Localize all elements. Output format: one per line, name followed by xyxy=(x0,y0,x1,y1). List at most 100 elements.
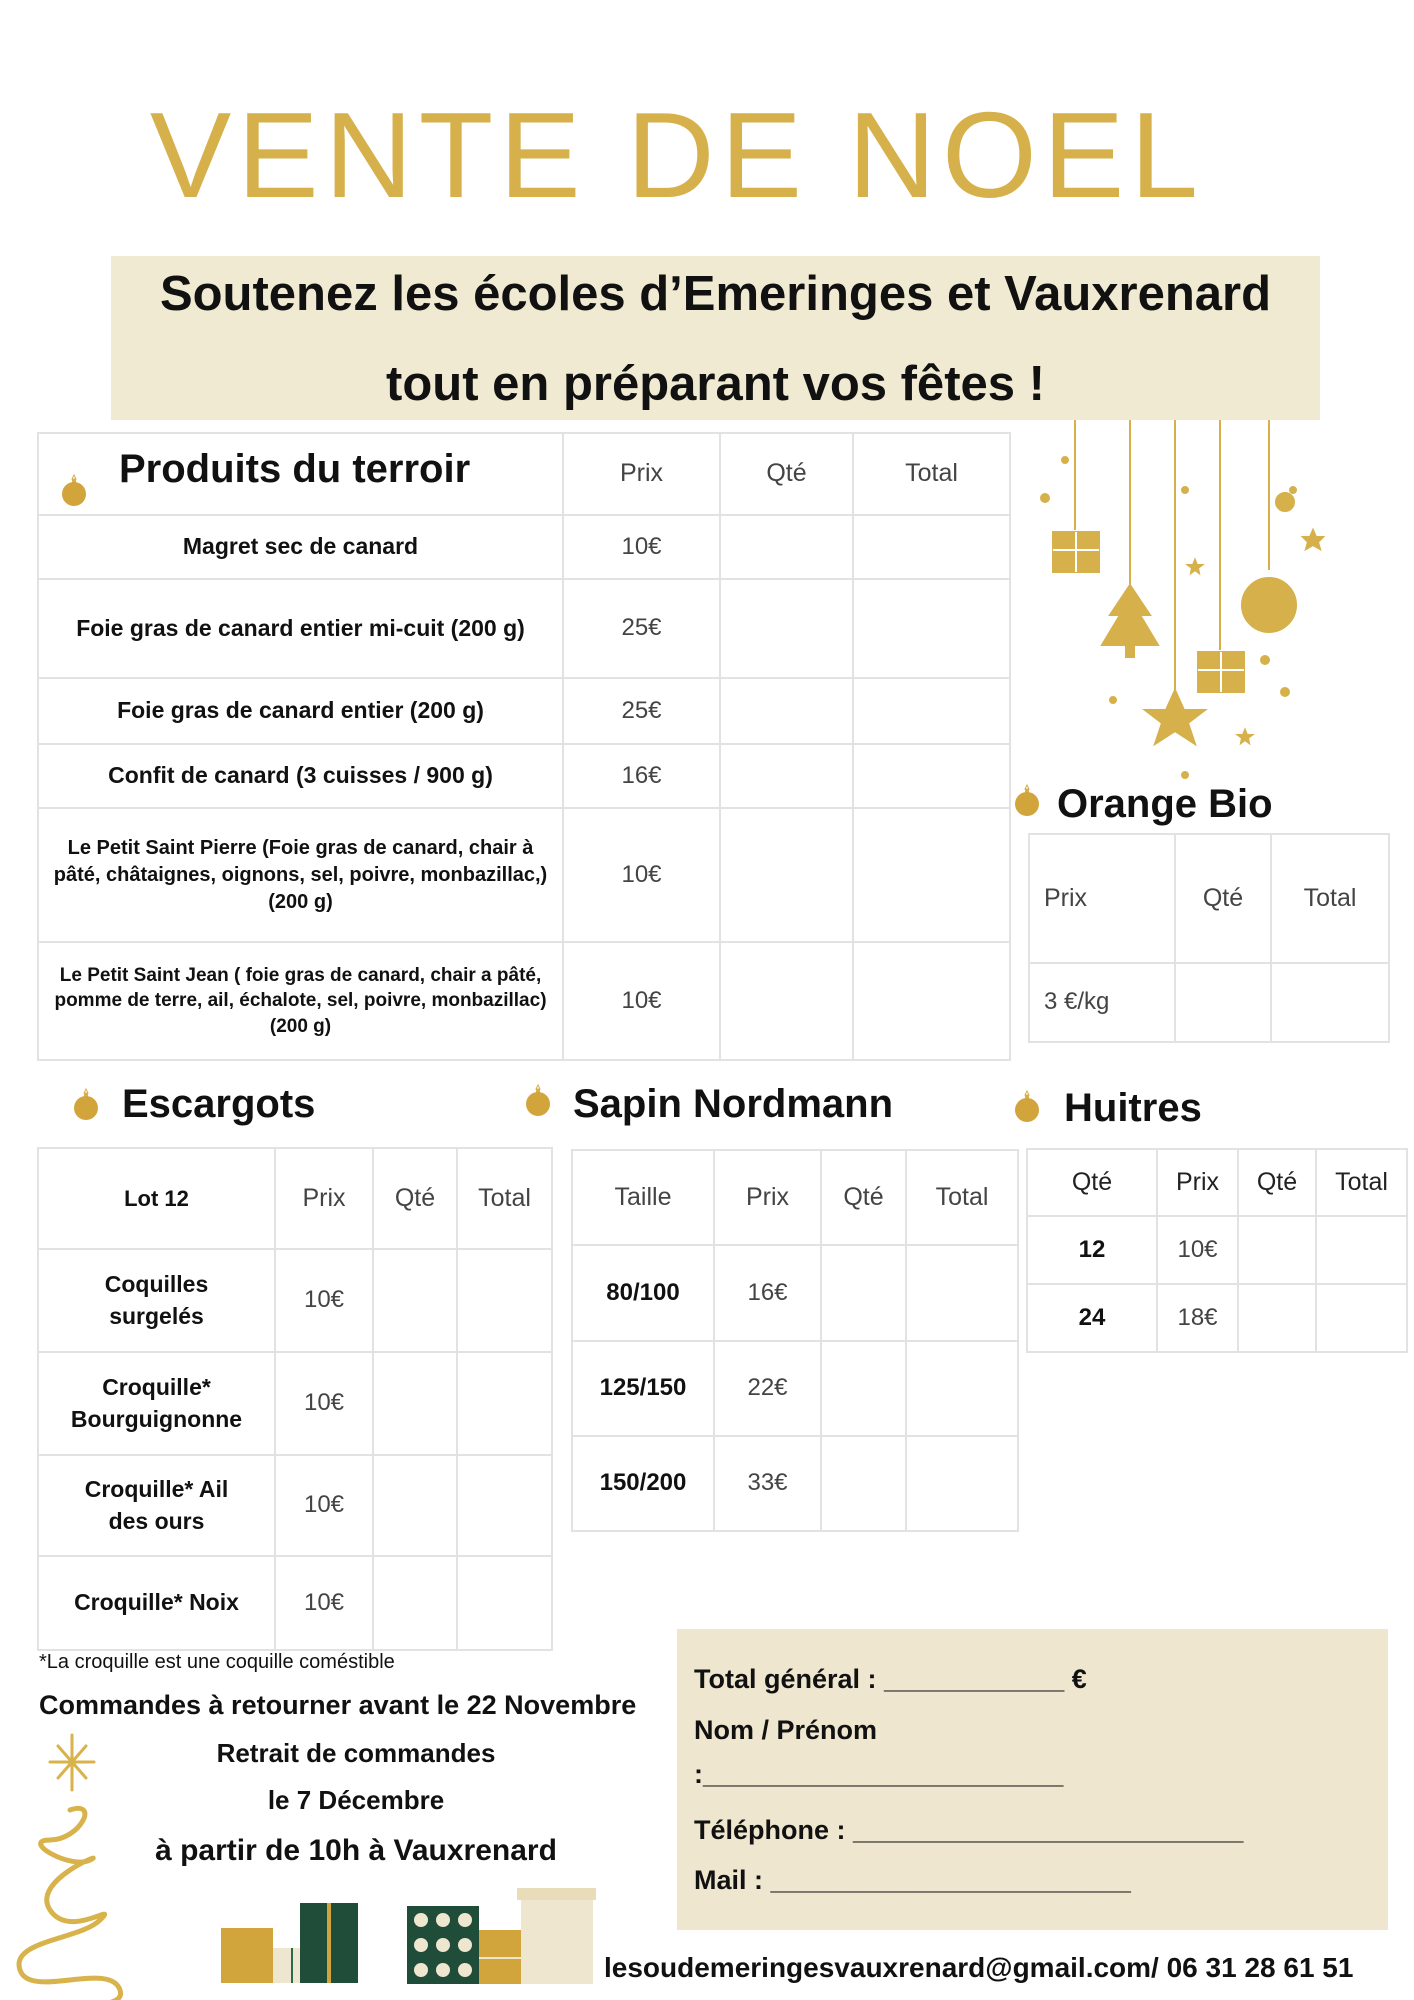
qty-cell[interactable] xyxy=(372,1351,458,1456)
qty-cell[interactable] xyxy=(372,1454,458,1557)
table-row: Magret sec de canard 10€ xyxy=(37,514,1011,580)
banner-line-1: Soutenez les écoles d’Emeringes et Vauxr… xyxy=(159,267,1272,321)
total-cell[interactable] xyxy=(852,941,1011,1061)
terroir-heading-cell: Produits du terroir xyxy=(37,432,564,516)
sapin-price: 16€ xyxy=(713,1244,822,1342)
product-price: 16€ xyxy=(562,743,721,809)
hanging-ornaments-decoration xyxy=(1040,420,1325,779)
total-general-field[interactable]: Total général : ____________ € xyxy=(694,1664,1087,1694)
terroir-table: Produits du terroir Prix Qté Total Magre… xyxy=(37,432,1011,1061)
table-row: Foie gras de canard entier mi-cuit (200 … xyxy=(37,578,1011,679)
gifts-decoration xyxy=(221,1888,596,1984)
escargots-heading: Escargots xyxy=(122,1082,316,1126)
col-total: Total xyxy=(852,432,1011,516)
col-total: Total xyxy=(1315,1148,1408,1217)
ornament-icon xyxy=(523,1084,553,1116)
qty-cell[interactable] xyxy=(820,1340,907,1437)
huitres-table: Qté Prix Qté Total 12 10€ 24 18€ xyxy=(1026,1148,1408,1353)
qty-cell[interactable] xyxy=(719,807,854,943)
qty-cell[interactable] xyxy=(1237,1215,1317,1285)
col-prix: Prix xyxy=(713,1149,822,1246)
qty-cell[interactable] xyxy=(820,1244,907,1342)
total-cell[interactable] xyxy=(1315,1283,1408,1353)
qty-cell[interactable] xyxy=(719,677,854,745)
col-prix: Prix xyxy=(1156,1148,1239,1217)
qty-cell[interactable] xyxy=(719,743,854,809)
table-row: Croquille* Bourguignonne 10€ xyxy=(37,1351,553,1456)
col-qte: Qté xyxy=(719,432,854,516)
qty-cell[interactable] xyxy=(719,941,854,1061)
table-row: Le Petit Saint Jean ( foie gras de canar… xyxy=(37,941,1011,1061)
total-cell[interactable] xyxy=(852,514,1011,580)
col-qte-lot: Qté xyxy=(1026,1148,1158,1217)
col-qte: Qté xyxy=(1174,833,1272,964)
product-price: 10€ xyxy=(274,1351,374,1456)
total-cell[interactable] xyxy=(456,1555,553,1651)
product-name: Croquille* Noix xyxy=(37,1555,276,1651)
col-total: Total xyxy=(456,1147,553,1250)
qty-cell[interactable] xyxy=(719,514,854,580)
mail-field[interactable]: Mail : ________________________ xyxy=(694,1865,1131,1895)
product-name: Foie gras de canard entier mi-cuit (200 … xyxy=(37,578,564,679)
total-cell[interactable] xyxy=(852,743,1011,809)
name-label: Nom / Prénom xyxy=(694,1715,878,1745)
sapin-price: 22€ xyxy=(713,1340,822,1437)
product-name: Confit de canard (3 cuisses / 900 g) xyxy=(37,743,564,809)
total-cell[interactable] xyxy=(852,578,1011,679)
col-qte: Qté xyxy=(820,1149,907,1246)
total-cell[interactable] xyxy=(456,1351,553,1456)
total-cell[interactable] xyxy=(905,1244,1019,1342)
product-price: 25€ xyxy=(562,677,721,745)
terroir-heading: Produits du terroir xyxy=(119,447,471,491)
total-cell[interactable] xyxy=(852,807,1011,943)
name-field[interactable]: :________________________ xyxy=(694,1759,1064,1789)
table-row: Coquilles surgelés 10€ xyxy=(37,1248,553,1353)
phone-field[interactable]: Téléphone : __________________________ xyxy=(694,1815,1244,1845)
total-cell[interactable] xyxy=(456,1454,553,1557)
table-row: Croquille* Ail des ours 10€ xyxy=(37,1454,553,1557)
qty-cell[interactable] xyxy=(1237,1283,1317,1353)
ornament-icon xyxy=(1012,1090,1042,1122)
qty-cell[interactable] xyxy=(820,1435,907,1532)
huitres-heading: Huitres xyxy=(1064,1086,1202,1130)
total-cell[interactable] xyxy=(456,1248,553,1353)
col-prix: Prix xyxy=(274,1147,374,1250)
qty-cell[interactable] xyxy=(372,1248,458,1353)
ornament-icon xyxy=(1012,784,1042,816)
qty-cell[interactable] xyxy=(719,578,854,679)
product-name: Le Petit Saint Pierre (Foie gras de cana… xyxy=(37,807,564,943)
sapin-size: 125/150 xyxy=(571,1340,715,1437)
product-name: Le Petit Saint Jean ( foie gras de canar… xyxy=(37,941,564,1061)
product-price: 10€ xyxy=(562,514,721,580)
sapin-price: 33€ xyxy=(713,1435,822,1532)
total-cell[interactable] xyxy=(1270,962,1390,1043)
pickup-line-1: Retrait de commandes xyxy=(216,1738,496,1768)
sapin-size: 80/100 xyxy=(571,1244,715,1342)
total-cell[interactable] xyxy=(905,1340,1019,1437)
col-taille: Taille xyxy=(571,1149,715,1246)
total-cell[interactable] xyxy=(1315,1215,1408,1285)
table-row: 125/150 22€ xyxy=(571,1340,1019,1437)
qty-cell[interactable] xyxy=(1174,962,1272,1043)
sapin-table: Taille Prix Qté Total 80/100 16€ 125/150… xyxy=(571,1149,1019,1532)
huitres-price: 10€ xyxy=(1156,1215,1239,1285)
col-total: Total xyxy=(1270,833,1390,964)
total-cell[interactable] xyxy=(852,677,1011,745)
order-form-box: Total général : ____________ € Nom / Pré… xyxy=(677,1629,1388,1930)
col-prix: Prix xyxy=(1028,833,1176,964)
col-lot: Lot 12 xyxy=(37,1147,276,1250)
product-price: 25€ xyxy=(562,578,721,679)
huitres-qty: 12 xyxy=(1026,1215,1158,1285)
table-row: 3 €/kg xyxy=(1028,962,1390,1043)
total-cell[interactable] xyxy=(905,1435,1019,1532)
table-row: Foie gras de canard entier (200 g) 25€ xyxy=(37,677,1011,745)
product-price: 10€ xyxy=(274,1555,374,1651)
deadline-text: Commandes à retourner avant le 22 Novemb… xyxy=(39,1690,637,1720)
qty-cell[interactable] xyxy=(372,1555,458,1651)
col-total: Total xyxy=(905,1149,1019,1246)
product-price: 10€ xyxy=(562,941,721,1061)
table-row: 12 10€ xyxy=(1026,1215,1408,1285)
banner: Soutenez les écoles d’Emeringes et Vauxr… xyxy=(111,256,1320,420)
col-qte: Qté xyxy=(1237,1148,1317,1217)
sapin-heading: Sapin Nordmann xyxy=(573,1082,894,1126)
